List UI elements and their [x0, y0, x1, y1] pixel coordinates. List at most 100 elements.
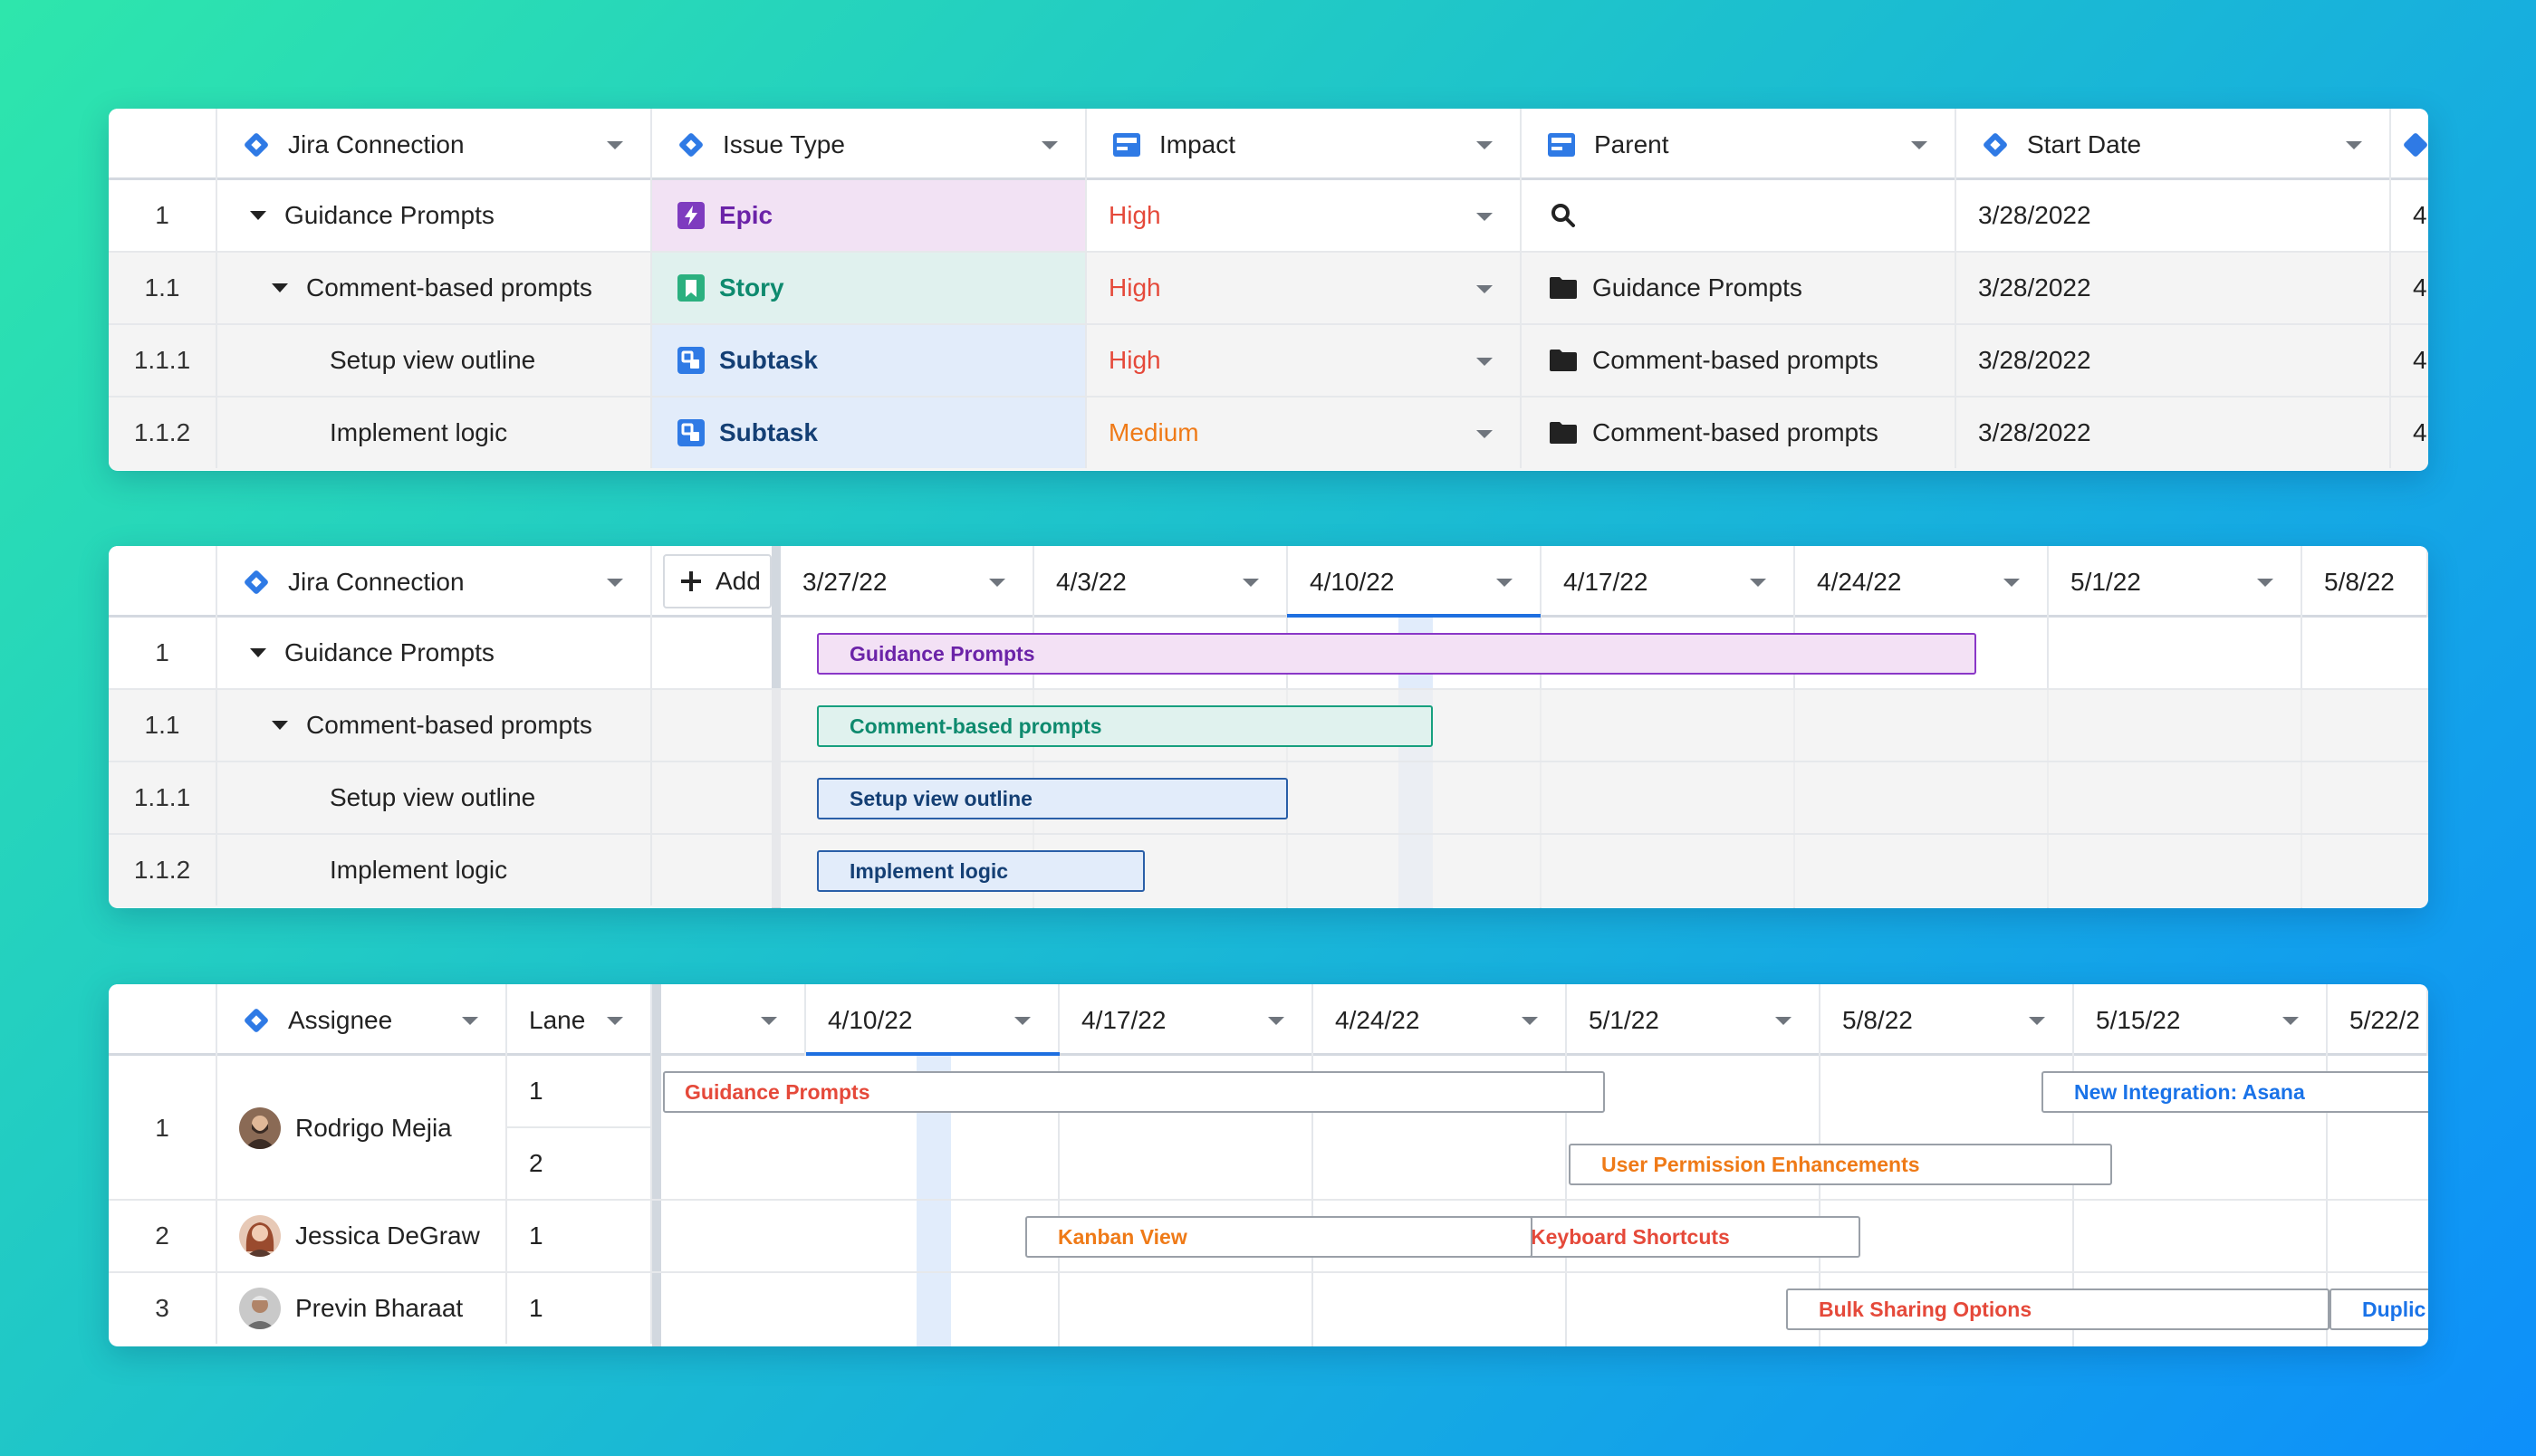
chevron-down-icon[interactable] — [1014, 1017, 1031, 1025]
pane-splitter[interactable] — [652, 984, 661, 1346]
chevron-down-icon[interactable] — [2346, 141, 2362, 149]
parent-cell[interactable]: Comment-based prompts — [1522, 325, 1956, 396]
chevron-down-icon[interactable] — [1750, 579, 1766, 587]
timeline-week-header[interactable]: 4/3/22 — [1034, 546, 1288, 618]
task-name-cell[interactable]: Setup view outline — [217, 762, 652, 833]
column-header-lane[interactable]: Lane — [507, 984, 652, 1056]
impact-cell[interactable]: High — [1087, 325, 1522, 396]
column-header-issue-type[interactable]: Issue Type — [652, 109, 1087, 180]
gantt-bar[interactable]: Guidance Prompts — [663, 1071, 1605, 1113]
timeline-week-header[interactable]: 4/24/22 — [1795, 546, 2049, 618]
column-header-parent[interactable]: Parent — [1522, 109, 1956, 180]
chevron-down-icon[interactable] — [1775, 1017, 1792, 1025]
chevron-down-icon[interactable] — [2257, 579, 2273, 587]
gantt-bar-subtask[interactable]: Implement logic — [817, 850, 1145, 892]
start-date-cell[interactable]: 3/28/2022 — [1956, 180, 2391, 251]
parent-cell[interactable]: Comment-based prompts — [1522, 398, 1956, 468]
gantt-bar-story[interactable]: Comment-based prompts — [817, 705, 1433, 747]
impact-cell[interactable]: High — [1087, 253, 1522, 323]
chevron-down-icon[interactable] — [761, 1017, 777, 1025]
issue-type-cell[interactable]: Epic — [652, 180, 1087, 251]
gantt-bar[interactable]: User Permission Enhancements — [1569, 1144, 2112, 1185]
chevron-down-icon[interactable] — [1911, 141, 1927, 149]
collapse-caret-icon[interactable] — [250, 211, 266, 220]
timeline-week-header[interactable]: 4/10/22 — [1288, 546, 1542, 618]
task-name-cell[interactable]: Implement logic — [217, 835, 652, 905]
task-name-cell[interactable]: Guidance Prompts — [217, 180, 652, 251]
start-date-cell[interactable]: 3/28/2022 — [1956, 253, 2391, 323]
chevron-down-icon[interactable] — [2282, 1017, 2299, 1025]
assignee-cell[interactable]: Jessica DeGraw — [217, 1201, 507, 1271]
gantt-bar-subtask[interactable]: Setup view outline — [817, 778, 1288, 819]
gantt-row[interactable]: 1 Guidance Prompts — [109, 618, 2428, 690]
task-name-cell[interactable]: Implement logic — [217, 398, 652, 468]
chevron-down-icon[interactable] — [989, 579, 1005, 587]
table-row[interactable]: 1.1.2 Implement logic Subtask Medium Com… — [109, 398, 2428, 470]
impact-cell[interactable]: Medium — [1087, 398, 1522, 468]
chevron-down-icon[interactable] — [1476, 358, 1493, 366]
task-name-cell[interactable]: Setup view outline — [217, 325, 652, 396]
parent-cell[interactable] — [1522, 180, 1956, 251]
task-name-cell[interactable]: Comment-based prompts — [217, 253, 652, 323]
chevron-down-icon[interactable] — [607, 1017, 623, 1025]
chevron-down-icon[interactable] — [607, 141, 623, 149]
assignee-cell[interactable]: Rodrigo Mejia — [217, 1056, 507, 1201]
gantt-bar[interactable]: Kanban View — [1025, 1216, 1532, 1258]
start-date-cell[interactable]: 3/28/2022 — [1956, 398, 2391, 468]
timeline-header-partial[interactable] — [661, 984, 806, 1056]
collapse-caret-icon[interactable] — [272, 721, 288, 730]
assignee-cell[interactable]: Previn Bharaat — [217, 1273, 507, 1344]
timeline-week-header[interactable]: 4/10/22 — [806, 984, 1060, 1056]
column-header-assignee[interactable]: Assignee — [217, 984, 507, 1056]
table-row[interactable]: 1.1 Comment-based prompts Story High Gui… — [109, 253, 2428, 325]
timeline-week-header[interactable]: 3/27/22 — [781, 546, 1034, 618]
chevron-down-icon[interactable] — [1476, 141, 1493, 149]
chevron-down-icon[interactable] — [1042, 141, 1058, 149]
impact-cell[interactable]: High — [1087, 180, 1522, 251]
gantt-bar[interactable]: Duplic — [2329, 1288, 2428, 1330]
timeline-week-header[interactable]: 5/15/22 — [2074, 984, 2328, 1056]
chevron-down-icon[interactable] — [1476, 213, 1493, 221]
timeline-week-header[interactable]: 5/8/22 — [2302, 546, 2428, 618]
timeline-week-header[interactable]: 5/1/22 — [2049, 546, 2302, 618]
timeline-week-header[interactable]: 5/8/22 — [1820, 984, 2074, 1056]
chevron-down-icon[interactable] — [1496, 579, 1513, 587]
timeline-week-header[interactable]: 4/17/22 — [1542, 546, 1795, 618]
collapse-caret-icon[interactable] — [272, 283, 288, 292]
search-icon[interactable] — [1551, 203, 1576, 228]
timeline-week-header[interactable]: 4/24/22 — [1313, 984, 1567, 1056]
parent-cell[interactable]: Guidance Prompts — [1522, 253, 1956, 323]
chevron-down-icon[interactable] — [1522, 1017, 1538, 1025]
table-row[interactable]: 1.1.1 Setup view outline Subtask High Co… — [109, 325, 2428, 398]
chevron-down-icon[interactable] — [462, 1017, 478, 1025]
issue-type-cell[interactable]: Subtask — [652, 325, 1087, 396]
assignee-group[interactable]: 3 Previn Bharaat 1 — [109, 1273, 2428, 1346]
chevron-down-icon[interactable] — [1268, 1017, 1284, 1025]
gantt-bar[interactable]: New Integration: Asana — [2041, 1071, 2428, 1113]
task-name-cell[interactable]: Guidance Prompts — [217, 618, 652, 688]
add-column-button[interactable]: Add — [663, 554, 772, 608]
column-header-impact[interactable]: Impact — [1087, 109, 1522, 180]
chevron-down-icon[interactable] — [2029, 1017, 2045, 1025]
gantt-bar-epic[interactable]: Guidance Prompts — [817, 633, 1976, 675]
gantt-row[interactable]: 1.1.2 Implement logic — [109, 835, 2428, 907]
column-header-partial[interactable] — [2391, 109, 2428, 180]
assignee-group[interactable]: 1 Rodrigo Mejia 1 2 — [109, 1056, 2428, 1201]
table-row[interactable]: 1 Guidance Prompts Epic High 3/28/2022 4 — [109, 180, 2428, 253]
issue-type-cell[interactable]: Story — [652, 253, 1087, 323]
timeline-week-header[interactable]: 5/22/2 — [2328, 984, 2428, 1056]
chevron-down-icon[interactable] — [1476, 430, 1493, 438]
assignee-group[interactable]: 2 Jessica DeGraw 1 — [109, 1201, 2428, 1273]
chevron-down-icon[interactable] — [2003, 579, 2020, 587]
chevron-down-icon[interactable] — [1476, 285, 1493, 293]
timeline-week-header[interactable]: 5/1/22 — [1567, 984, 1820, 1056]
column-header-start-date[interactable]: Start Date — [1956, 109, 2391, 180]
task-name-cell[interactable]: Comment-based prompts — [217, 690, 652, 761]
column-header-jira-connection[interactable]: Jira Connection — [217, 109, 652, 180]
column-header-jira-connection[interactable]: Jira Connection — [217, 546, 652, 618]
gantt-bar[interactable]: Keyboard Shortcuts — [1498, 1216, 1860, 1258]
chevron-down-icon[interactable] — [607, 579, 623, 587]
timeline-week-header[interactable]: 4/17/22 — [1060, 984, 1313, 1056]
issue-type-cell[interactable]: Subtask — [652, 398, 1087, 468]
chevron-down-icon[interactable] — [1243, 579, 1259, 587]
